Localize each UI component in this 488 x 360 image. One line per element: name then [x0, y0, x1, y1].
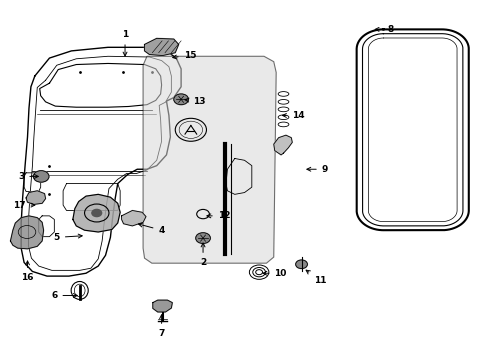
Text: 15: 15	[172, 51, 196, 60]
Text: 1: 1	[122, 30, 128, 56]
Text: 16: 16	[21, 261, 34, 282]
Text: 17: 17	[13, 201, 35, 210]
Text: 6: 6	[51, 291, 77, 300]
Text: 9: 9	[306, 165, 327, 174]
Polygon shape	[26, 191, 45, 204]
Text: 3: 3	[18, 172, 38, 181]
Polygon shape	[144, 39, 178, 55]
Text: 4: 4	[138, 223, 164, 235]
Circle shape	[195, 233, 210, 243]
Text: 5: 5	[54, 233, 82, 242]
Text: 10: 10	[263, 269, 286, 278]
Polygon shape	[122, 211, 146, 226]
Polygon shape	[153, 300, 172, 312]
Circle shape	[173, 94, 188, 105]
Polygon shape	[273, 135, 292, 155]
Polygon shape	[73, 194, 120, 232]
Text: 13: 13	[184, 96, 205, 105]
Ellipse shape	[71, 282, 88, 300]
Text: 2: 2	[200, 243, 206, 267]
Polygon shape	[143, 56, 276, 263]
Circle shape	[33, 171, 49, 182]
Circle shape	[295, 260, 307, 269]
Polygon shape	[10, 216, 43, 249]
Text: 14: 14	[282, 111, 304, 120]
Text: 12: 12	[206, 211, 230, 220]
Text: 11: 11	[305, 270, 325, 285]
Circle shape	[92, 210, 102, 217]
Text: 7: 7	[158, 315, 164, 338]
Text: 8: 8	[374, 25, 393, 34]
